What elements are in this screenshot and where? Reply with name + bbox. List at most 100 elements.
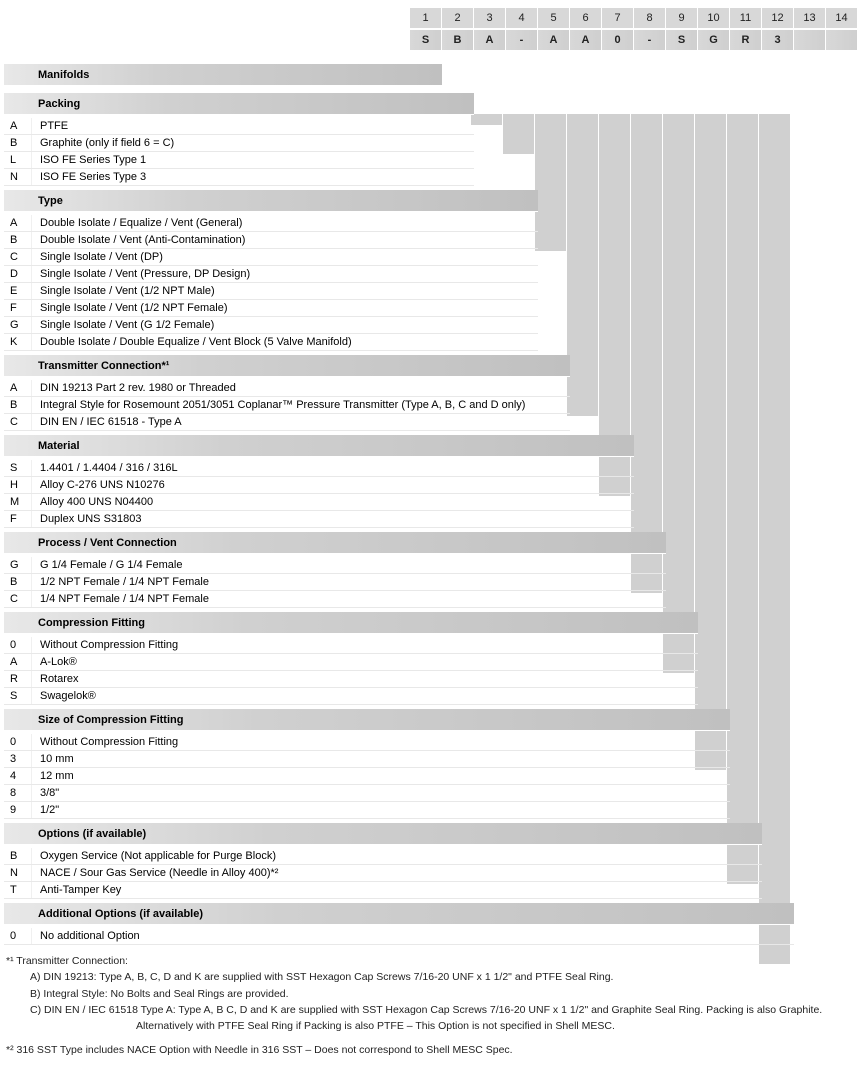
row-code: L [4, 152, 32, 168]
row-code: F [4, 300, 32, 316]
section-body: Process / Vent Connection G G 1/4 Female… [4, 532, 666, 608]
row-desc: Anti-Tamper Key [32, 882, 762, 898]
header-col-6: 6 A [570, 8, 602, 52]
section-packing: Packing A PTFE B Graphite (only if field… [4, 93, 858, 186]
row-code: C [4, 414, 32, 430]
row-code: 0 [4, 734, 32, 750]
row-code: B [4, 135, 32, 151]
header-num: 4 [506, 8, 538, 28]
row-code: N [4, 169, 32, 185]
row-desc: 3/8" [32, 785, 730, 801]
section-compsize: Size of Compression Fitting 0 Without Co… [4, 709, 858, 819]
row-code: K [4, 334, 32, 350]
row-desc: ISO FE Series Type 1 [32, 152, 474, 168]
header-col-12: 12 3 [762, 8, 794, 52]
table-row: F Duplex UNS S31803 [4, 511, 634, 528]
row-code: T [4, 882, 32, 898]
table-row: T Anti-Tamper Key [4, 882, 762, 899]
row-desc: 1/2 NPT Female / 1/4 NPT Female [32, 574, 666, 590]
table-row: R Rotarex [4, 671, 698, 688]
header-code: - [634, 30, 666, 50]
row-code: B [4, 848, 32, 864]
row-desc: 1/2" [32, 802, 730, 818]
section-title: Manifolds [4, 64, 442, 86]
row-desc: A-Lok® [32, 654, 698, 670]
table-row: E Single Isolate / Vent (1/2 NPT Male) [4, 283, 538, 300]
header-code: A [474, 30, 506, 50]
table-row: L ISO FE Series Type 1 [4, 152, 474, 169]
header-num: 6 [570, 8, 602, 28]
table-row: N ISO FE Series Type 3 [4, 169, 474, 186]
section-addopt: Additional Options (if available) 0 No a… [4, 903, 858, 945]
row-desc: ISO FE Series Type 3 [32, 169, 474, 185]
row-desc: 1/4 NPT Female / 1/4 NPT Female [32, 591, 666, 607]
table-row: A DIN 19213 Part 2 rev. 1980 or Threaded [4, 380, 570, 397]
row-desc: Without Compression Fitting [32, 734, 730, 750]
header-col-9: 9 S [666, 8, 698, 52]
header-col-8: 8 - [634, 8, 666, 52]
table-row: A A-Lok® [4, 654, 698, 671]
row-desc: PTFE [32, 118, 474, 134]
row-desc: Double Isolate / Vent (Anti-Contaminatio… [32, 232, 538, 248]
row-code: G [4, 317, 32, 333]
header-code: 3 [762, 30, 794, 50]
code-header: 1 S 2 B 3 A 4 - 5 A 6 A 7 0 8 - 9 S 10 G… [4, 8, 858, 52]
footnote-1b: B) Integral Style: No Bolts and Seal Rin… [6, 986, 858, 1002]
table-row: 0 Without Compression Fitting [4, 637, 698, 654]
section-compfit: Compression Fitting 0 Without Compressio… [4, 612, 858, 705]
footnote-1c: C) DIN EN / IEC 61518 Type A: Type A, B … [6, 1002, 858, 1018]
table-row: G Single Isolate / Vent (G 1/2 Female) [4, 317, 538, 334]
header-col-2: 2 B [442, 8, 474, 52]
header-code [826, 30, 858, 50]
footnote-1a: A) DIN 19213: Type A, B, C, D and K are … [6, 969, 858, 985]
table-row: 3 10 mm [4, 751, 730, 768]
row-code: C [4, 591, 32, 607]
row-code: S [4, 460, 32, 476]
footnote-1-lead: *¹ Transmitter Connection: [6, 953, 858, 969]
row-desc: G 1/4 Female / G 1/4 Female [32, 557, 666, 573]
section-body: Manifolds [4, 64, 442, 89]
table-row: B Integral Style for Rosemount 2051/3051… [4, 397, 570, 414]
row-desc: Graphite (only if field 6 = C) [32, 135, 474, 151]
section-title: Material [4, 435, 634, 457]
header-code: 0 [602, 30, 634, 50]
header-col-7: 7 0 [602, 8, 634, 52]
row-code: 0 [4, 637, 32, 653]
section-title: Size of Compression Fitting [4, 709, 730, 731]
table-row: 0 No additional Option [4, 928, 794, 945]
section-title: Compression Fitting [4, 612, 698, 634]
row-code: N [4, 865, 32, 881]
table-row: D Single Isolate / Vent (Pressure, DP De… [4, 266, 538, 283]
table-row: B Graphite (only if field 6 = C) [4, 135, 474, 152]
row-code: C [4, 249, 32, 265]
row-desc: DIN 19213 Part 2 rev. 1980 or Threaded [32, 380, 570, 396]
table-row: K Double Isolate / Double Equalize / Ven… [4, 334, 538, 351]
section-body: Material S 1.4401 / 1.4404 / 316 / 316L … [4, 435, 634, 528]
row-desc: 12 mm [32, 768, 730, 784]
row-desc: Rotarex [32, 671, 698, 687]
section-body: Transmitter Connection*¹ A DIN 19213 Par… [4, 355, 570, 431]
header-num: 10 [698, 8, 730, 28]
section-title: Options (if available) [4, 823, 762, 845]
row-desc: Single Isolate / Vent (DP) [32, 249, 538, 265]
row-code: B [4, 397, 32, 413]
row-code: D [4, 266, 32, 282]
header-code [794, 30, 826, 50]
row-code: E [4, 283, 32, 299]
sections-container: Manifolds Packing A PTFE B Graphite (onl… [4, 64, 858, 945]
header-num: 13 [794, 8, 826, 28]
row-desc: Alloy C-276 UNS N10276 [32, 477, 634, 493]
table-row: C DIN EN / IEC 61518 - Type A [4, 414, 570, 431]
section-title: Packing [4, 93, 474, 115]
header-num: 7 [602, 8, 634, 28]
row-desc: 10 mm [32, 751, 730, 767]
table-row: G G 1/4 Female / G 1/4 Female [4, 557, 666, 574]
section-title: Transmitter Connection*¹ [4, 355, 570, 377]
header-col-3: 3 A [474, 8, 506, 52]
header-num: 9 [666, 8, 698, 28]
header-num: 1 [410, 8, 442, 28]
section-title: Process / Vent Connection [4, 532, 666, 554]
row-desc: DIN EN / IEC 61518 - Type A [32, 414, 570, 430]
header-num: 12 [762, 8, 794, 28]
row-code: G [4, 557, 32, 573]
